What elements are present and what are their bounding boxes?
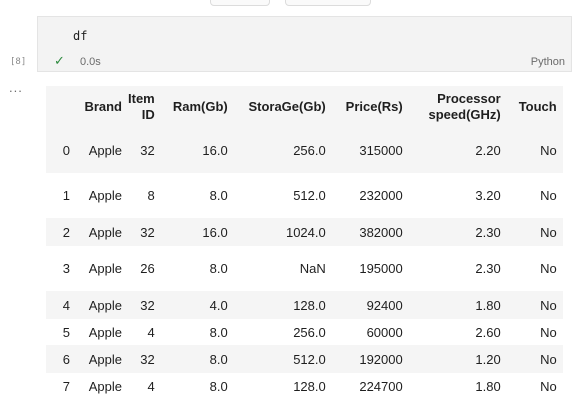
cell-item-id: 32 [140,351,155,367]
cell-touch: No [540,351,557,367]
row-index: 4 [62,297,70,313]
cell-brand: Apple [88,224,122,240]
toolbar-button[interactable] [285,0,371,6]
cell-ram: 8.0 [209,324,228,340]
toolbar-button[interactable] [210,0,270,6]
cell-ram: 8.0 [209,188,228,203]
cell-brand: Apple [88,324,122,340]
cell-storage: 256.0 [293,143,326,158]
cell-storage: 256.0 [293,324,326,340]
cell-touch: No [540,188,557,203]
execution-count: [8] [10,57,27,67]
cell-brand: Apple [88,351,122,367]
cell-price: 232000 [359,188,403,203]
column-header-index [46,86,76,128]
cell-price: 224700 [359,378,403,394]
row-index: 1 [62,188,70,203]
cell-item-id: 32 [140,143,155,158]
cell-processor-speed: 2.60 [475,324,501,340]
cell-touch: No [540,297,557,313]
cell-storage: 512.0 [293,351,326,367]
cell-storage: 512.0 [293,188,326,203]
check-icon: ✓ [54,53,65,68]
row-index: 3 [62,261,70,276]
cell-price: 192000 [359,351,403,367]
cell-item-id: 4 [147,324,155,340]
cell-ram: 8.0 [209,378,228,394]
column-header-processor-speed: Processor speed(GHz) [428,91,501,122]
cell-processor-speed: 1.80 [475,378,501,394]
row-index: 7 [62,378,70,394]
table-row: 5 Apple 4 8.0 256.0 60000 2.60 No [46,319,563,345]
row-index: 0 [62,143,70,158]
cell-brand: Apple [88,297,122,313]
table-header-row: Brand Item ID Ram(Gb) StoraGe(Gb) Price(R… [46,86,563,128]
column-header-price: Price(Rs) [345,99,403,114]
language-label[interactable]: Python [530,56,565,68]
cell-ram: 16.0 [202,143,228,158]
cell-ram: 8.0 [209,351,228,367]
cell-brand: Apple [88,143,122,158]
execution-time: 0.0s [80,56,101,68]
cell-item-id: 32 [140,297,155,313]
table-row: 1 Apple 8 8.0 512.0 232000 3.20 No [46,173,563,218]
cell-storage: 128.0 [293,378,326,394]
table-row: 2 Apple 32 16.0 1024.0 382000 2.30 No [46,218,563,246]
column-header-storage: StoraGe(Gb) [248,99,326,114]
cell-price: 92400 [366,297,403,313]
cell-item-id: 8 [147,188,155,203]
cell-processor-speed: 1.20 [475,351,501,367]
table-row: 6 Apple 32 8.0 512.0 192000 1.20 No [46,345,563,373]
cell-price: 60000 [366,324,403,340]
cell-ram: 4.0 [209,297,228,313]
cell-touch: No [540,378,557,394]
cell-processor-speed: 3.20 [475,188,501,203]
cell-touch: No [540,324,557,340]
table-row: 3 Apple 26 8.0 NaN 195000 2.30 No [46,246,563,291]
row-index: 2 [62,224,70,240]
code-cell[interactable]: df ✓ 0.0s Python [37,16,572,72]
column-header-brand: Brand [84,99,122,114]
cell-storage: 128.0 [293,297,326,313]
table-row: 7 Apple 4 8.0 128.0 224700 1.80 No [46,373,563,399]
cell-storage: NaN [299,261,326,276]
cell-touch: No [540,224,557,240]
cell-processor-speed: 2.30 [475,261,501,276]
code-editor[interactable]: df [73,29,88,43]
column-header-ram: Ram(Gb) [172,99,228,114]
cell-processor-speed: 2.20 [475,143,501,158]
table-row: 0 Apple 32 16.0 256.0 315000 2.20 No [46,128,563,173]
cell-brand: Apple [88,261,122,276]
column-header-touch: Touch [518,99,557,114]
dataframe-table: Brand Item ID Ram(Gb) StoraGe(Gb) Price(R… [46,86,563,399]
cell-brand: Apple [88,188,122,203]
cell-ram: 8.0 [209,261,228,276]
cell-price: 315000 [359,143,403,158]
output-menu-icon[interactable]: ... [9,80,23,95]
cell-touch: No [540,143,557,158]
cell-price: 382000 [359,224,403,240]
cell-ram: 16.0 [202,224,228,240]
cell-storage: 1024.0 [285,224,326,240]
cell-processor-speed: 1.80 [475,297,501,313]
row-index: 6 [62,351,70,367]
table-row: 4 Apple 32 4.0 128.0 92400 1.80 No [46,291,563,319]
row-index: 5 [62,324,70,340]
cell-touch: No [540,261,557,276]
cell-item-id: 4 [147,378,155,394]
cell-brand: Apple [88,378,122,394]
cell-price: 195000 [359,261,403,276]
cell-item-id: 26 [140,261,155,276]
column-header-item-id: Item ID [128,91,155,122]
cell-item-id: 32 [140,224,155,240]
cell-processor-speed: 2.30 [475,224,501,240]
